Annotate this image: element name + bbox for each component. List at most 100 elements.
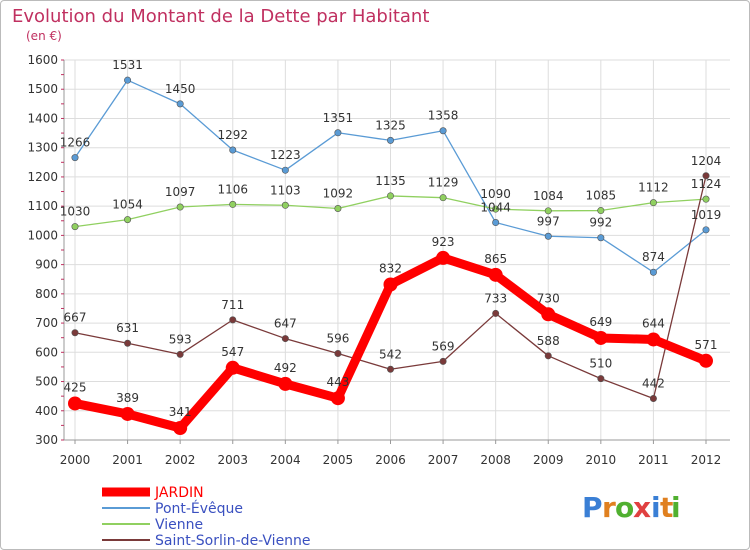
data-label: 1351 <box>323 111 354 125</box>
data-label: 649 <box>589 315 612 329</box>
data-label: 631 <box>116 321 139 335</box>
data-point <box>176 350 184 358</box>
data-point <box>597 375 605 383</box>
data-point <box>593 330 608 345</box>
logo-letter: t <box>660 491 673 524</box>
data-label: 1030 <box>60 205 91 219</box>
data-label: 1097 <box>165 185 196 199</box>
data-label: 1531 <box>112 58 143 72</box>
data-label: 1092 <box>323 186 354 200</box>
x-tick-label: 2002 <box>165 453 196 467</box>
logo-letter: P <box>582 491 603 524</box>
data-label: 443 <box>326 375 349 389</box>
data-label: 1204 <box>691 154 722 168</box>
data-label: 923 <box>432 235 455 249</box>
data-label: 1129 <box>428 176 459 190</box>
y-tick-label: 700 <box>35 316 58 330</box>
data-point <box>281 201 289 209</box>
data-label: 1019 <box>691 208 722 222</box>
data-point <box>124 76 132 84</box>
data-label: 1292 <box>217 128 248 142</box>
data-point <box>334 349 342 357</box>
logo-letter: o <box>615 491 634 524</box>
data-label: 1090 <box>480 187 511 201</box>
legend: JARDINPont-ÉvêqueVienneSaint-Sorlin-de-V… <box>102 485 311 549</box>
logo-letter: x <box>633 491 651 524</box>
x-tick-label: 2001 <box>112 453 143 467</box>
data-point <box>334 129 342 137</box>
data-label: 510 <box>589 357 612 371</box>
data-point <box>68 396 82 411</box>
data-label: 341 <box>169 405 192 419</box>
chart-subtitle: (en €) <box>26 29 62 43</box>
data-labels: 1266 1531 1450 1292 1223 1351 1325 1358 1044 997 9… <box>60 58 722 419</box>
y-tick-label: 1600 <box>27 53 58 67</box>
data-point <box>699 353 713 368</box>
data-label: 730 <box>537 291 560 305</box>
data-point <box>229 316 237 324</box>
data-point <box>386 365 394 373</box>
data-label: 588 <box>537 334 560 348</box>
y-tick-label: 1300 <box>27 141 58 155</box>
chart-title: Evolution du Montant de la Dette par Hab… <box>12 6 429 27</box>
legend-label-Pont-Évêque: Pont-Évêque <box>155 500 243 517</box>
data-point <box>439 357 447 365</box>
logo-letter: i <box>671 491 681 524</box>
data-point <box>225 360 240 375</box>
data-label: 1358 <box>428 109 459 123</box>
x-tick-label: 2005 <box>323 453 354 467</box>
data-label: 1124 <box>691 177 722 191</box>
data-point <box>386 192 394 200</box>
x-tick-label: 2012 <box>691 453 722 467</box>
data-point <box>278 376 293 391</box>
data-point <box>330 391 345 406</box>
data-point <box>334 204 342 212</box>
logo-letter: i <box>651 491 661 524</box>
data-point <box>492 205 500 213</box>
data-point <box>229 146 237 154</box>
data-point <box>281 335 289 343</box>
data-point <box>702 226 710 234</box>
data-point <box>120 406 135 421</box>
data-label: 992 <box>589 216 612 230</box>
y-tick-label: 1400 <box>27 111 58 125</box>
data-label: 1112 <box>638 181 669 195</box>
data-point <box>124 339 132 347</box>
data-point <box>597 234 605 242</box>
x-tick-label: 2007 <box>428 453 459 467</box>
data-point <box>386 136 394 144</box>
data-label: 442 <box>642 376 665 390</box>
data-label: 492 <box>274 361 297 375</box>
data-point <box>544 207 552 215</box>
data-point <box>176 100 184 108</box>
x-tick-label: 2004 <box>270 453 301 467</box>
data-point <box>492 309 500 317</box>
data-label: 1085 <box>586 189 617 203</box>
data-point <box>176 203 184 211</box>
data-label: 542 <box>379 347 402 361</box>
data-label: 1223 <box>270 148 301 162</box>
data-label: 647 <box>274 317 297 331</box>
legend-label-Saint-Sorlin-de-Vienne: Saint-Sorlin-de-Vienne <box>155 533 311 549</box>
y-tick-label: 900 <box>35 258 58 272</box>
data-point <box>436 250 451 265</box>
y-tick-label: 300 <box>35 433 58 447</box>
data-label: 593 <box>169 332 192 346</box>
data-point <box>649 394 657 402</box>
data-label: 832 <box>379 261 402 275</box>
data-label: 667 <box>64 311 87 325</box>
y-tick-label: 400 <box>35 404 58 418</box>
data-label: 1450 <box>165 82 196 96</box>
data-point <box>439 194 447 202</box>
data-point <box>702 195 710 203</box>
logo-letter: r <box>602 491 616 524</box>
data-label: 571 <box>695 338 718 352</box>
x-tick-label: 2008 <box>480 453 511 467</box>
data-label: 874 <box>642 250 665 264</box>
data-point <box>702 172 710 180</box>
y-tick-label: 500 <box>35 375 58 389</box>
data-point <box>71 223 79 231</box>
x-tick-label: 2011 <box>638 453 669 467</box>
